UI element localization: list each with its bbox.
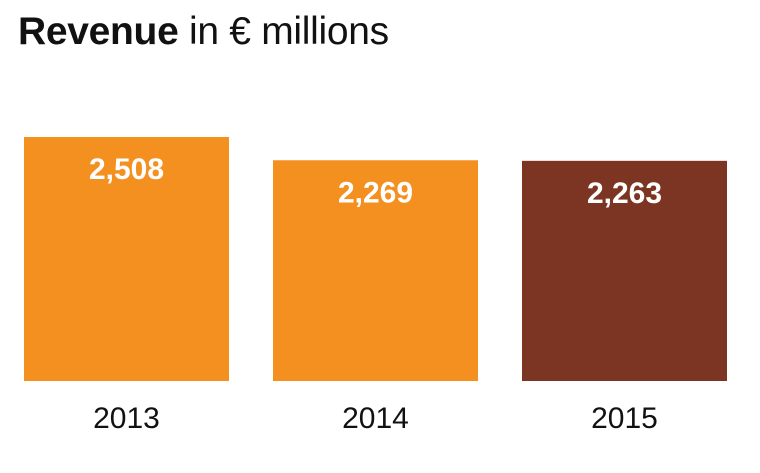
x-tick-label-2015: 2015 xyxy=(591,402,658,435)
bar-2015 xyxy=(522,160,727,381)
data-label-2015: 2,263 xyxy=(587,177,662,210)
bar-2014 xyxy=(273,160,478,381)
x-tick-label-2014: 2014 xyxy=(342,402,409,435)
chart-title-rest: in € millions xyxy=(178,10,389,53)
x-tick-label-2013: 2013 xyxy=(93,402,160,435)
data-label-2013: 2,508 xyxy=(89,153,164,186)
chart-title-bold: Revenue xyxy=(18,10,179,53)
bar-2013 xyxy=(24,137,229,381)
chart-title: Revenue in € millions xyxy=(18,6,389,58)
data-label-2014: 2,269 xyxy=(338,176,413,209)
